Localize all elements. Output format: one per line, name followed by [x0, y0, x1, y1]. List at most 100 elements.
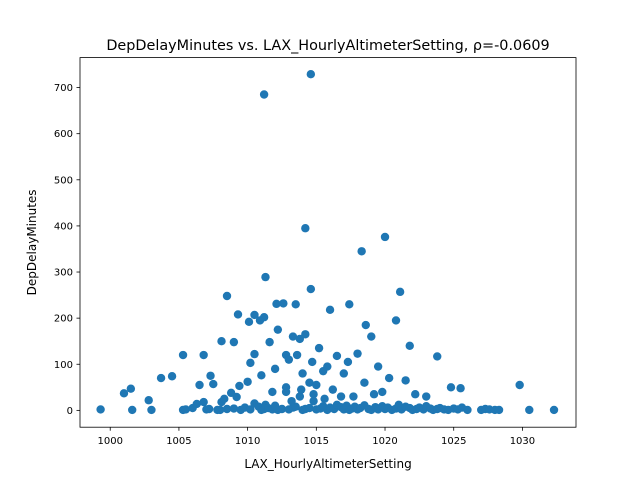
scatter-point: [119, 389, 129, 398]
scatter-point: [292, 350, 302, 360]
y-tick-label: 600: [54, 129, 73, 140]
scatter-point: [309, 390, 318, 399]
scatter-point: [314, 343, 324, 353]
scatter-point: [265, 337, 274, 347]
scatter-point: [233, 310, 243, 319]
scatter-point: [357, 247, 366, 256]
scatter-point: [215, 405, 225, 415]
scatter-point: [232, 392, 241, 402]
scatter-point: [229, 404, 239, 413]
scatter-point: [126, 384, 136, 393]
scatter-point: [250, 349, 259, 359]
scatter-point: [222, 291, 232, 301]
y-tick-label: 300: [54, 268, 73, 279]
scatter-point: [422, 392, 431, 401]
scatter-point: [268, 387, 277, 397]
scatter-point: [144, 396, 153, 405]
scatter-point: [411, 390, 420, 399]
scatter-point: [288, 332, 298, 341]
scatter-point: [199, 350, 208, 360]
scatter-point: [525, 405, 534, 415]
scatter-point: [246, 405, 255, 414]
scatter-point: [349, 392, 358, 401]
plot-frame: [79, 57, 577, 428]
scatter-point: [312, 380, 321, 390]
scatter-point: [272, 299, 281, 309]
scatter-point: [345, 300, 354, 309]
scatter-point: [515, 380, 524, 390]
y-tick-label: 0: [67, 406, 73, 417]
scatter-point: [222, 404, 232, 414]
scatter-point: [301, 224, 310, 233]
scatter-point: [156, 373, 166, 383]
scatter-point: [318, 366, 328, 376]
scatter-point: [353, 349, 362, 358]
scatter-point: [192, 399, 201, 409]
scatter-point: [494, 405, 504, 415]
chart-title: DepDelayMinutes vs. LAX_HourlyAltimeterS…: [106, 38, 549, 54]
x-axis-title: LAX_HourlyAltimeterSetting: [244, 457, 411, 471]
scatter-point: [220, 394, 229, 404]
scatter-point: [305, 403, 314, 413]
scatter-point: [401, 376, 410, 385]
x-tick-label: 1020: [372, 436, 397, 447]
scatter-point: [295, 392, 305, 401]
x-tick-label: 1005: [166, 436, 191, 447]
scatter-point: [369, 390, 379, 399]
scatter-point: [384, 373, 394, 383]
scatter-point: [147, 405, 156, 415]
scatter-point: [181, 405, 190, 414]
scatter-point: [309, 396, 318, 406]
x-tick-label: 1010: [235, 436, 260, 447]
scatter-point: [336, 392, 346, 401]
scatter-point: [206, 371, 215, 380]
scatter-point: [199, 397, 208, 407]
scatter-point: [339, 369, 348, 378]
scatter-point: [325, 305, 335, 315]
x-tick-label: 1000: [98, 436, 123, 447]
scatter-point: [243, 377, 252, 386]
y-tick-label: 500: [54, 175, 73, 186]
scatter-point: [244, 317, 254, 327]
scatter-point: [96, 405, 105, 414]
scatter-point: [343, 357, 353, 367]
scatter-point: [433, 352, 442, 361]
scatter-point: [297, 385, 306, 394]
scatter-point: [178, 350, 188, 360]
scatter-point: [360, 378, 369, 387]
scatter-point: [167, 372, 177, 381]
scatter-point: [308, 357, 317, 367]
x-tick-label: 1025: [441, 436, 466, 447]
scatter-point: [287, 396, 296, 406]
scatter-point: [204, 404, 214, 414]
scatter-point: [259, 90, 269, 99]
y-axis: 0 100 200 300 400 500 600 700: [54, 83, 80, 417]
y-tick-label: 200: [54, 314, 73, 325]
scatter-point: [320, 394, 329, 404]
scatter-point: [367, 332, 376, 341]
scatter-point: [257, 371, 266, 380]
scatter-point: [128, 405, 137, 415]
points-layer: [96, 70, 559, 415]
scatter-point: [305, 378, 314, 387]
scatter-point: [273, 325, 283, 334]
scatter-point: [277, 404, 287, 414]
scatter-point: [549, 405, 559, 415]
scatter-point: [456, 384, 465, 393]
scatter-point: [380, 232, 390, 242]
scatter-point: [295, 334, 305, 344]
x-tick-label: 1030: [510, 436, 535, 447]
scatter-point: [446, 383, 456, 392]
y-axis-title: DepDelayMinutes: [25, 189, 39, 295]
scatter-point: [405, 341, 414, 351]
scatter-point: [298, 369, 307, 378]
scatter-point: [209, 379, 218, 389]
scatter-point: [235, 381, 244, 391]
x-tick-label: 1015: [304, 436, 329, 447]
scatter-point: [217, 337, 226, 346]
x-axis: 1000 1005 1010 1015 1020 1025 1030: [98, 427, 535, 447]
scatter-point: [391, 316, 401, 325]
scatter-point: [229, 337, 239, 347]
scatter-point: [284, 355, 294, 364]
